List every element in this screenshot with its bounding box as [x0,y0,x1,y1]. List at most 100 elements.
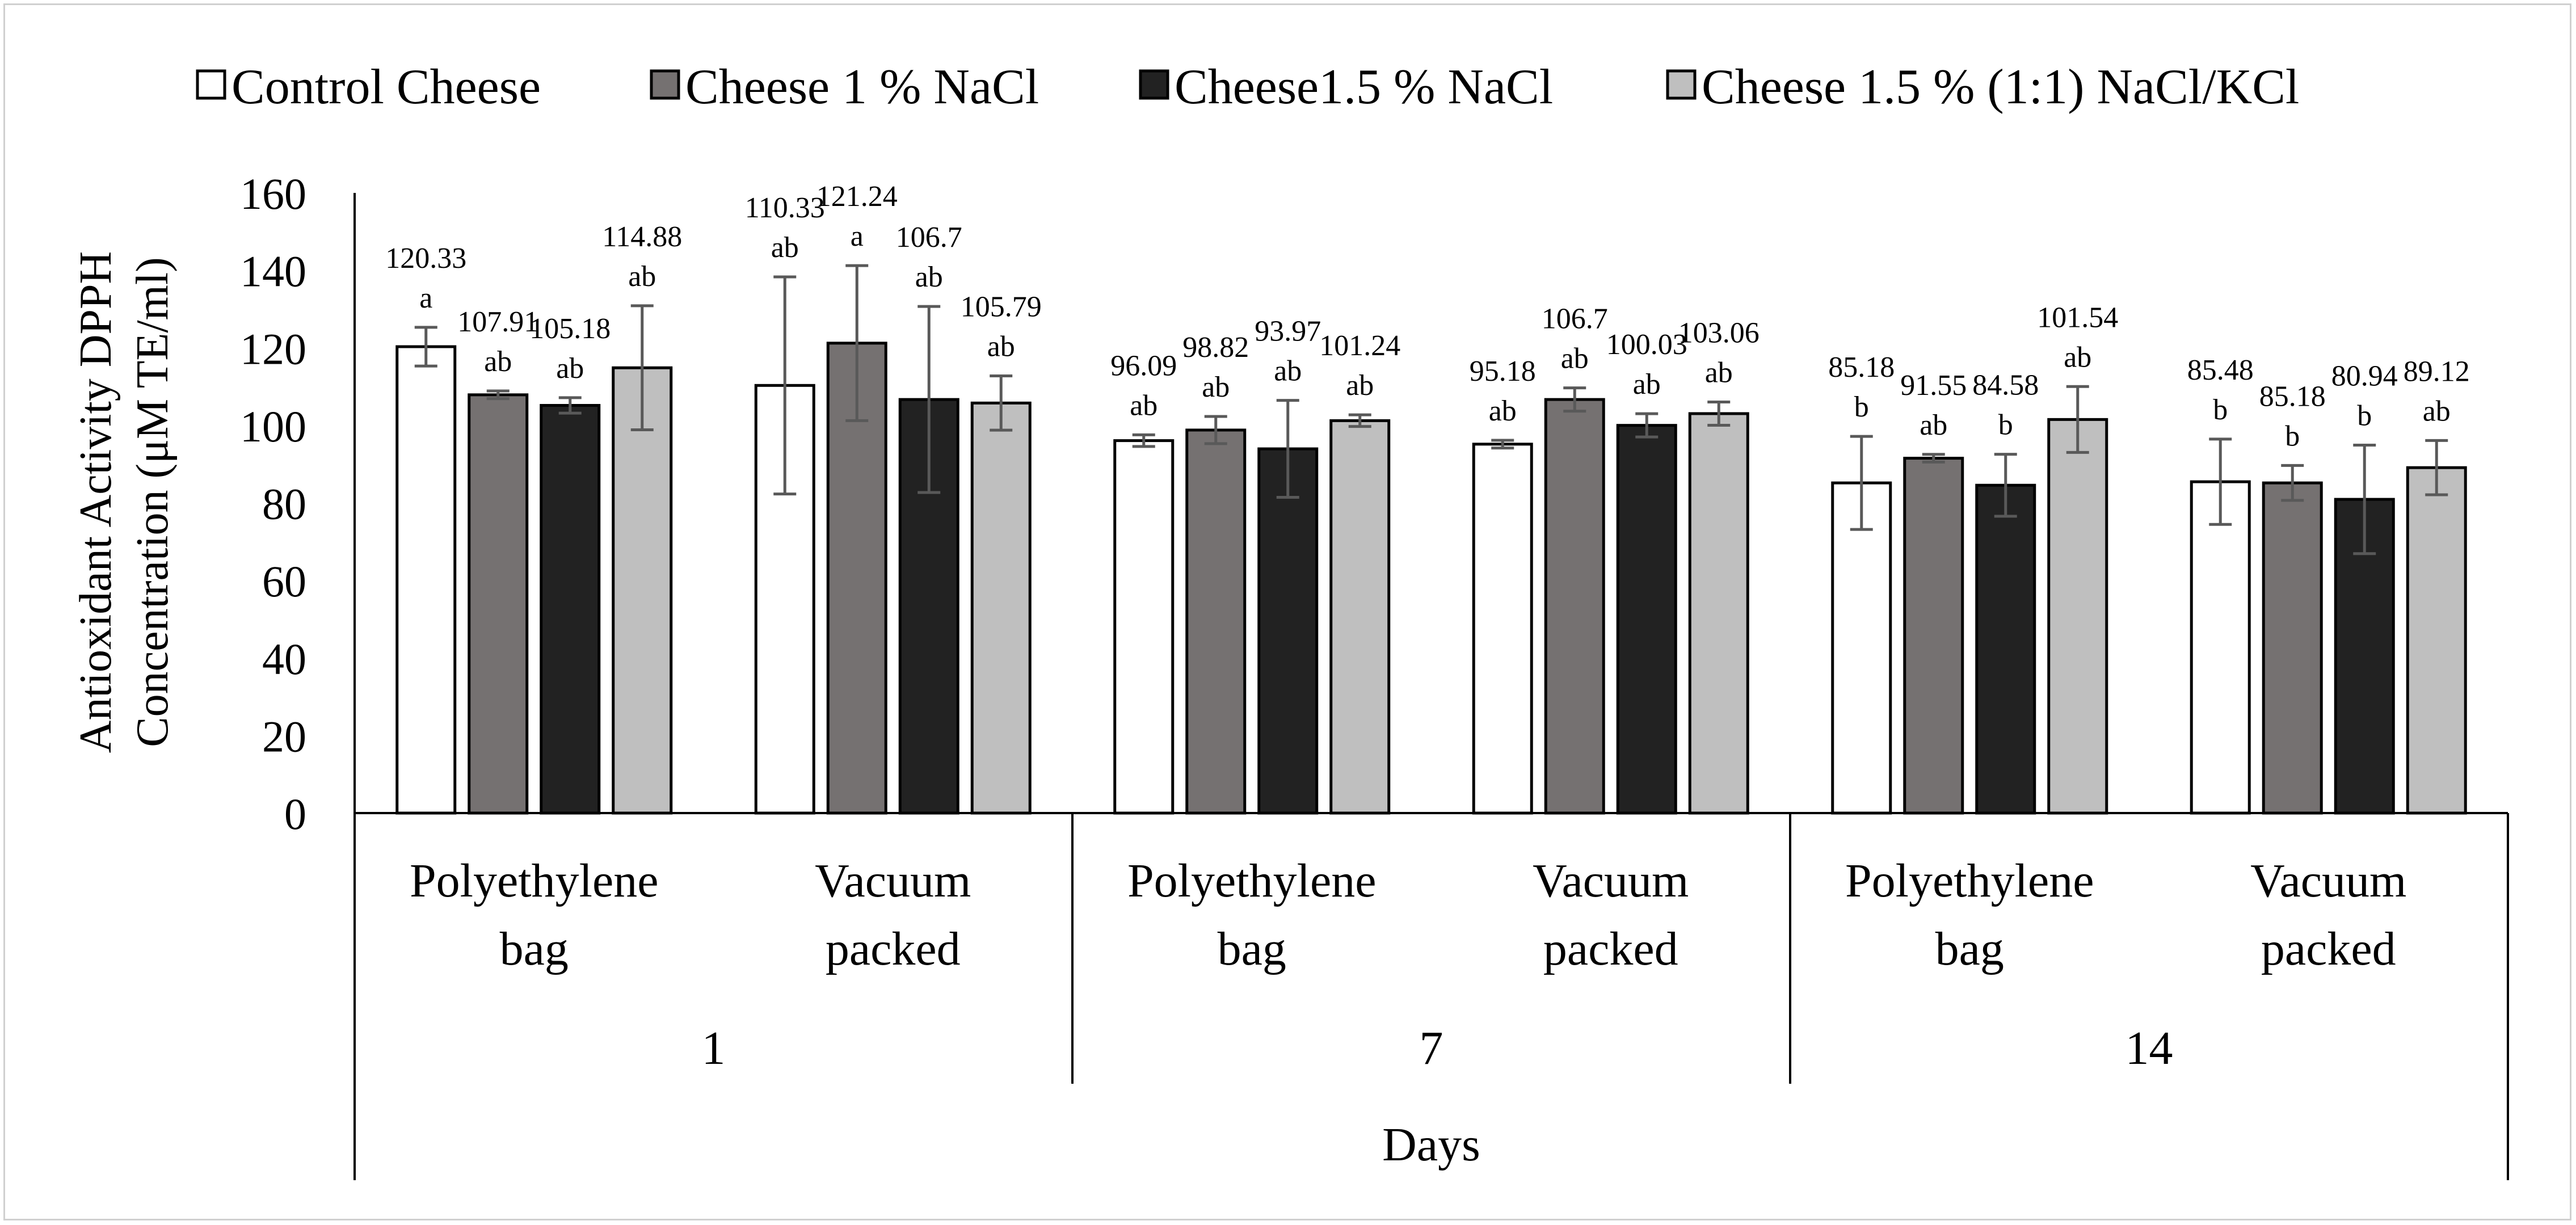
y-tick-label: 140 [240,247,306,296]
data-label: 101.54 [2037,301,2118,334]
letter-label: b [2213,394,2228,426]
legend-label: Control Cheese [231,60,541,115]
letter-label: b [1998,409,2013,441]
letter-label: b [1854,391,1869,423]
x-category-label-line2: bag [1935,923,2004,975]
bar [1831,481,1892,815]
x-day-label: 7 [1420,1022,1443,1075]
letter-label: ab [987,331,1015,363]
data-label: 84.58 [1972,369,2039,402]
letter-label: ab [2064,341,2091,373]
letter-label: b [2357,399,2372,432]
letter-label: ab [1920,409,1947,441]
x-category-label-line1: Vacuum [2250,854,2406,907]
letter-label: ab [915,261,943,293]
data-label: 105.79 [961,291,1042,323]
data-label: 96.09 [1110,350,1177,382]
letter-label: ab [1346,369,1374,402]
y-axis-title-line2: Concentration (μM TE/ml) [128,257,178,747]
y-tick-label: 160 [240,169,306,218]
data-label: 85.18 [2259,380,2326,412]
bar [1688,412,1749,815]
data-label: 110.33 [745,192,825,224]
bar [1544,398,1605,815]
data-label: 114.88 [602,221,682,253]
legend-label: Cheese 1 % NaCl [685,60,1039,115]
bar [612,366,673,815]
letter-label: ab [771,231,799,264]
bar [1616,424,1677,815]
bar [970,401,1032,815]
data-label: 93.97 [1255,315,1321,348]
letter-label: ab [1489,395,1517,427]
x-day-label: 1 [702,1022,726,1075]
letter-label: ab [2423,395,2451,427]
letter-label: ab [628,260,656,293]
data-label: 106.7 [1542,303,1608,335]
letter-label: a [851,220,864,252]
data-label: 85.18 [1828,351,1895,384]
bar [468,393,529,815]
letter-label: ab [1130,389,1157,422]
legend: Control Cheese Cheese 1 % NaCl Cheese1.5 %… [196,60,2299,115]
letter-label: a [419,282,432,314]
data-label: 95.18 [1470,355,1536,388]
data-label: 105.18 [529,313,611,345]
y-tick-label: 0 [284,789,306,839]
bar [1329,419,1391,815]
y-axis: 0 20 40 60 80 100 120 140 160 [240,169,356,839]
bar [1113,439,1175,815]
x-category-label-line2: bag [500,923,569,975]
y-tick-label: 40 [262,634,306,684]
y-tick-label: 20 [262,712,306,761]
data-label: 103.06 [1678,317,1760,349]
bar [1185,428,1247,815]
letter-label: ab [556,352,584,385]
legend-swatch [1666,69,1697,100]
x-axis-title: Days [1382,1118,1480,1171]
letter-label: ab [1561,343,1589,375]
legend-swatch [650,69,680,100]
legend-label: Cheese1.5 % NaCl [1175,60,1553,115]
y-tick-label: 120 [240,324,306,373]
x-category-label-line1: Polyethylene [410,854,659,907]
data-label: 98.82 [1182,331,1249,364]
letter-label: ab [1633,368,1661,401]
x-category-label-line2: packed [1543,923,1678,975]
chart-frame [3,3,2571,1220]
bar [1975,483,2036,815]
bar [540,403,601,815]
data-label: 91.55 [1900,369,1967,402]
x-day-label: 14 [2125,1022,2173,1075]
bar [1257,447,1319,815]
bar [2406,466,2467,815]
legend-label: Cheese 1.5 % (1:1) NaCl/KCl [1702,60,2299,115]
x-category-label-line1: Vacuum [1533,854,1689,907]
x-category-label-line1: Polyethylene [1845,854,2094,907]
bar [2190,480,2251,815]
data-label: 85.48 [2187,354,2254,386]
data-label: 89.12 [2404,355,2470,388]
y-axis-title: Antioxidant Activity DPPH Concentration (… [71,251,178,753]
legend-swatch [1139,69,1169,100]
data-label: 80.94 [2331,360,2398,392]
y-axis-title-line1: Antioxidant Activity DPPH [71,251,121,753]
data-label: 101.24 [1319,330,1400,362]
data-label: 120.33 [385,242,466,275]
letter-label: ab [1202,371,1230,403]
x-category-label-line2: packed [2261,923,2396,975]
bar [1472,443,1533,815]
bar [395,345,457,815]
data-label: 121.24 [816,180,898,213]
x-category-label-line2: bag [1218,923,1286,975]
legend-swatch [196,69,226,100]
letter-label: b [2285,420,2300,452]
bar [1903,457,1964,815]
x-category-label-line1: Vacuum [815,854,971,907]
x-axis: Polyethylene bag Vacuum packed 1 Polyethylene… [353,812,2509,1180]
x-category-label-line2: packed [826,923,961,975]
letter-label: ab [484,346,512,378]
bar [2262,481,2323,815]
y-tick-label: 60 [262,557,306,606]
